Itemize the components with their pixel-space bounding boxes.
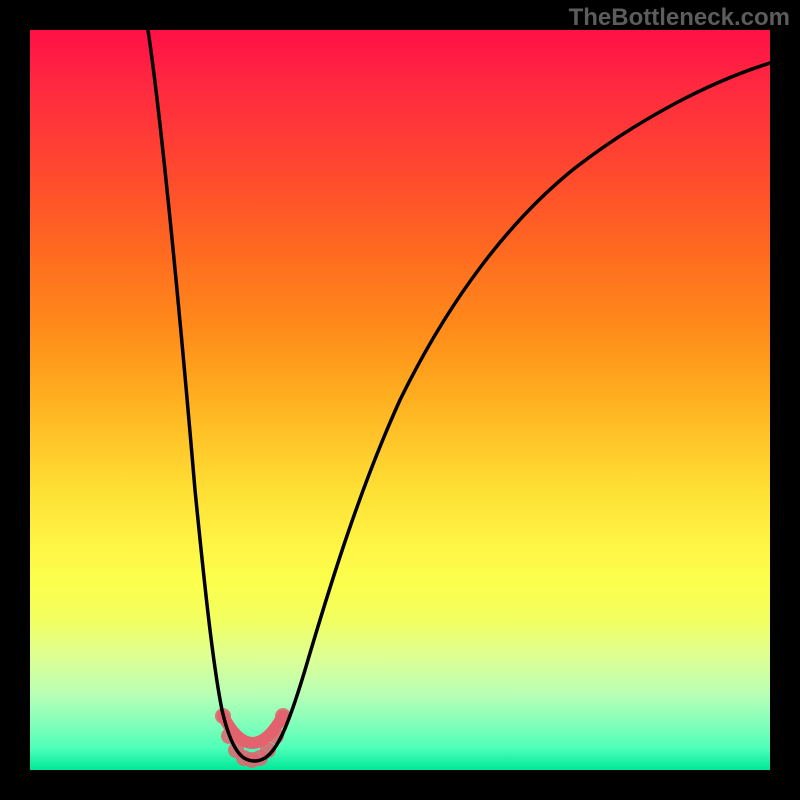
plot-area [30,30,770,770]
bottleneck-curve [148,30,770,761]
curve-layer [30,30,770,770]
watermark-text: TheBottleneck.com [569,4,790,32]
